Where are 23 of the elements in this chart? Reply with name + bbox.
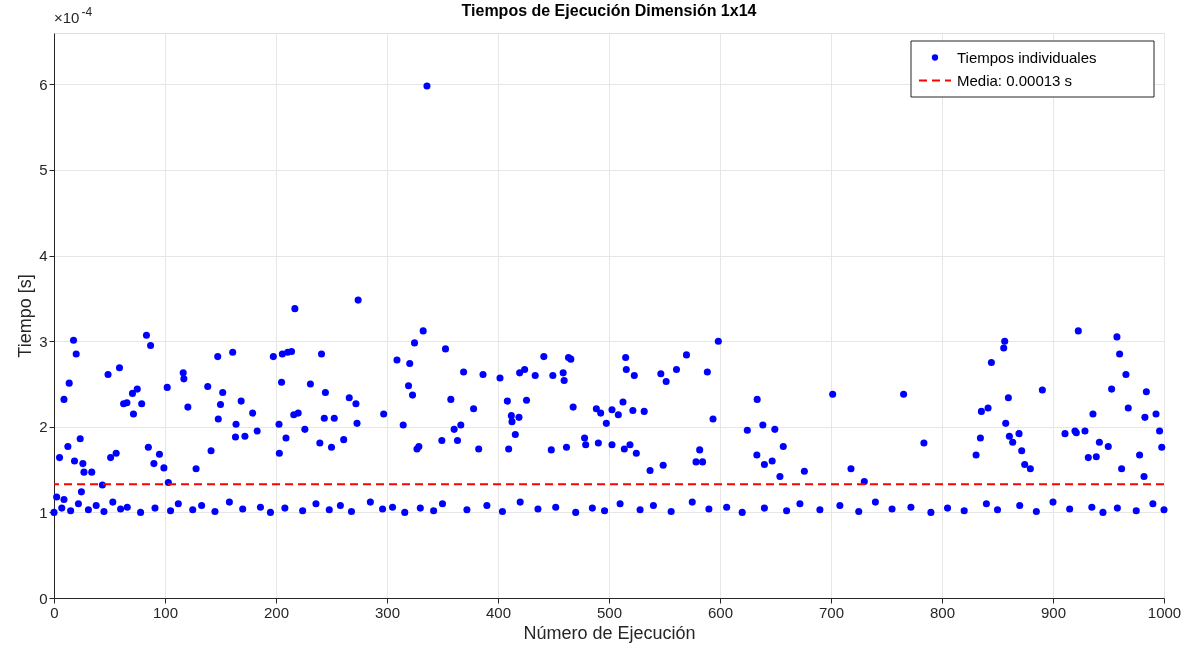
x-tick-label: 1000 [1147, 603, 1182, 621]
x-tick-label: 900 [1040, 603, 1067, 621]
x-tick-label: 0 [50, 603, 59, 621]
y-tick-label: 3 [39, 332, 48, 350]
x-tick-label: 200 [263, 603, 290, 621]
x-tick-label: 300 [374, 603, 401, 621]
y-tick-label: 2 [39, 418, 48, 436]
x-tick-label: 700 [818, 603, 845, 621]
y-tick-label: 6 [39, 75, 48, 93]
y-tick-label: 5 [39, 161, 48, 179]
chart-title: Tiempos de Ejecución Dimensión 1x14 [461, 2, 757, 19]
x-tick-label: 400 [485, 603, 512, 621]
x-axis-title: Número de Ejecución [523, 622, 696, 643]
x-tick-label: 600 [707, 603, 734, 621]
x-tick-label: 100 [152, 603, 179, 621]
y-tick-label: 4 [39, 247, 48, 265]
y-axis-title: Tiempo [s] [15, 274, 36, 358]
x-tick-label: 800 [929, 603, 956, 621]
y-tick-label: 1 [39, 503, 48, 521]
y-tick-label: 0 [39, 589, 48, 607]
annotation: Media: 0.00013 s [957, 71, 1073, 89]
x-tick-label: 500 [596, 603, 623, 621]
legend-label: Tiempos individuales [957, 48, 1097, 66]
